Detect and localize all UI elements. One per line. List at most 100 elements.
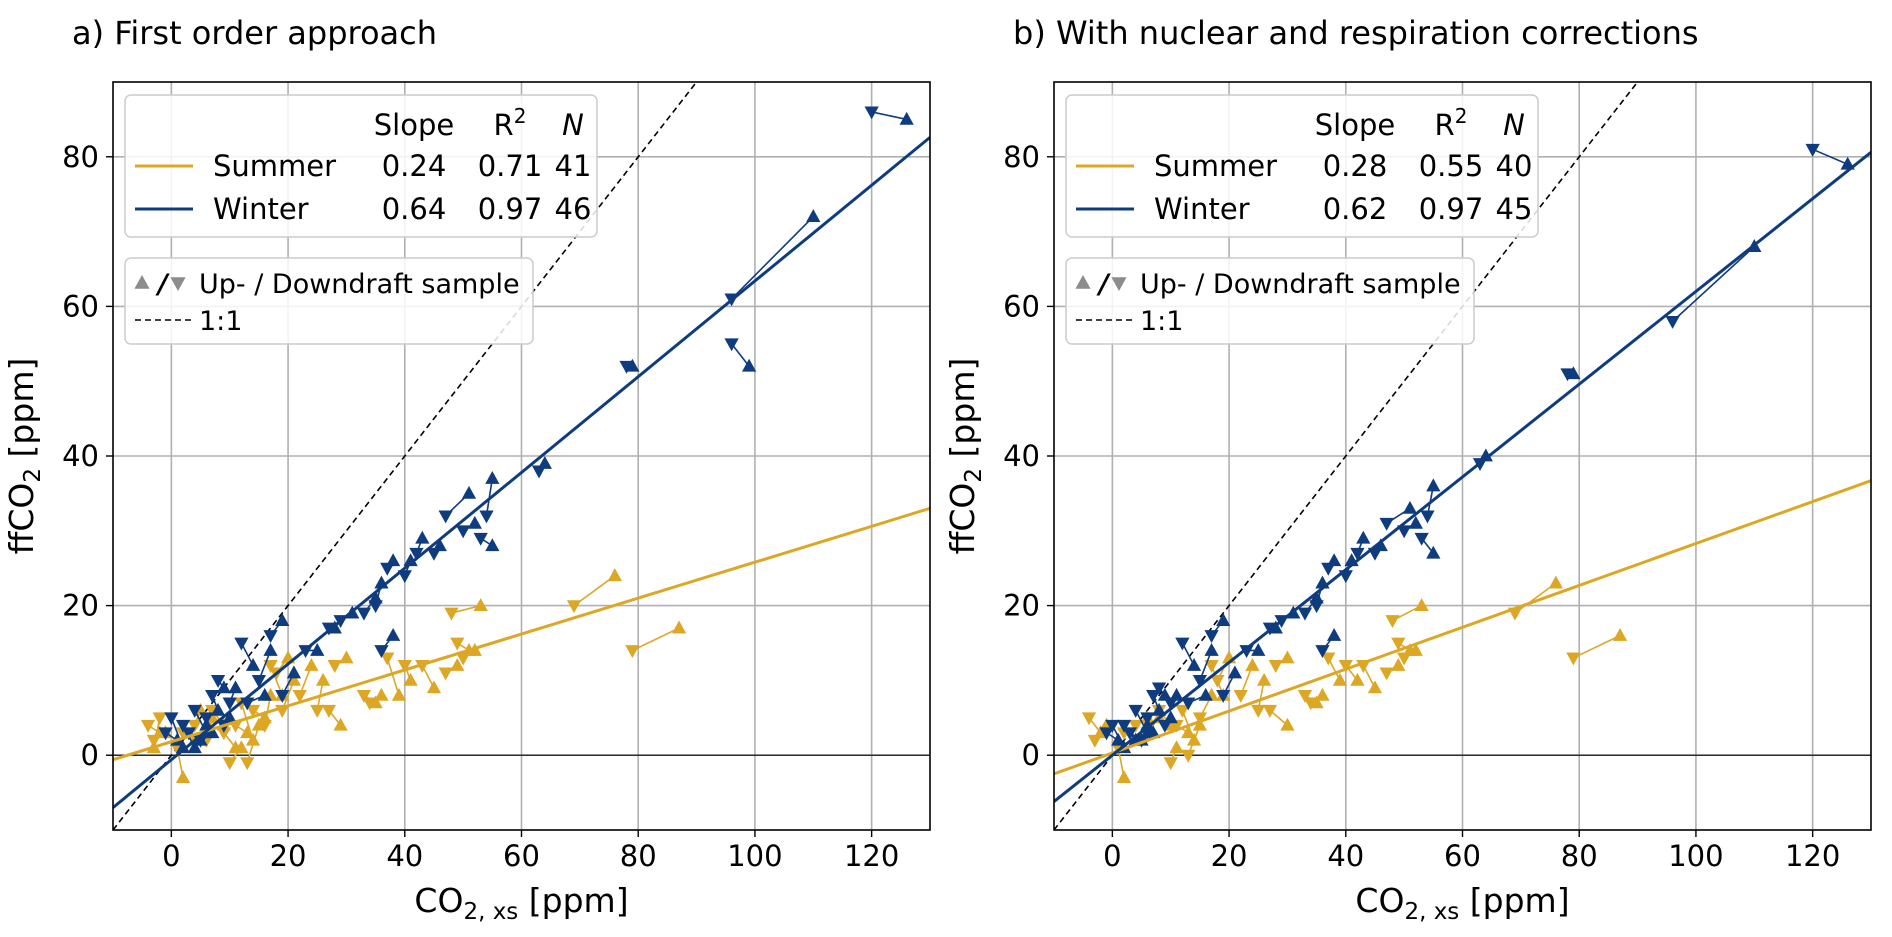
winter-updraft-point [216, 680, 232, 694]
summer-downdraft-point [1087, 734, 1102, 748]
winter-sample-pair [275, 665, 302, 703]
winter-sample-pair [864, 106, 914, 125]
summer-sample-pair [292, 657, 319, 703]
winter-updraft-point [1251, 642, 1266, 656]
summer-downdraft-point [140, 719, 156, 733]
legend-r2-winter: 0.97 [1419, 192, 1484, 226]
summer-downdraft-point [450, 637, 465, 651]
summer-downdraft-point [397, 660, 412, 673]
summer-downdraft-point [216, 727, 232, 741]
summer-downdraft-point [321, 704, 337, 718]
summer-sample-pair [1233, 657, 1260, 703]
winter-updraft-point [461, 485, 477, 499]
x-tick-label: 0 [162, 839, 180, 873]
winter-downdraft-point [1128, 704, 1143, 718]
summer-sample-pair [362, 687, 389, 711]
winter-updraft-point [1402, 500, 1418, 514]
summer-downdraft-point [438, 667, 453, 681]
x-tick-label: 80 [1561, 839, 1598, 873]
winter-downdraft-point [1175, 637, 1190, 651]
winter-updraft-point [275, 613, 290, 626]
legend-n-winter: 45 [1496, 192, 1533, 226]
winter-updraft-point [1408, 515, 1423, 529]
summer-pair-connector [386, 657, 400, 696]
winter-downdraft-point [205, 689, 220, 703]
winter-downdraft-point [1315, 645, 1330, 658]
winter-sample-pair [1163, 687, 1184, 711]
x-tick-label: 120 [844, 839, 899, 873]
y-tick-label: 40 [62, 439, 99, 473]
summer-downdraft-point [1321, 652, 1336, 666]
winter-updraft-point [485, 470, 500, 484]
winter-downdraft-point [181, 727, 196, 741]
x-tick-label: 20 [1211, 839, 1248, 873]
winter-downdraft-point [724, 338, 739, 352]
summer-downdraft-point [187, 719, 202, 733]
summer-downdraft-point [380, 652, 395, 666]
summer-sample-pair [444, 598, 488, 621]
winter-downdraft-point [1105, 719, 1120, 733]
legend-label-summer: Summer [1154, 149, 1277, 183]
winter-downdraft-point [473, 532, 488, 546]
winter-updraft-point [415, 530, 430, 544]
winter-sample-pair [1192, 642, 1219, 688]
y-tick-label: 80 [1003, 140, 1040, 174]
winter-updraft-point [245, 657, 261, 671]
summer-downdraft-point [1338, 660, 1353, 673]
summer-downdraft-point [1391, 637, 1406, 651]
winter-downdraft-point [158, 727, 173, 741]
chart-panel-b: b) With nuclear and respiration correcti… [943, 14, 1872, 925]
winter-downdraft-point [222, 697, 237, 711]
winter-downdraft-point [374, 645, 389, 658]
winter-downdraft-point [1192, 675, 1208, 688]
y-tick-label: 60 [1003, 289, 1040, 323]
chart-title: a) First order approach [72, 14, 437, 52]
summer-downdraft-point [1385, 615, 1400, 629]
summer-downdraft-point [566, 600, 582, 614]
legend-stats: Slope R2 N Summer 0.28 0.55 40 Winter 0.62 0.97 45 [1065, 94, 1539, 238]
winter-updraft-point [403, 553, 418, 567]
summer-sample-pair [1251, 672, 1272, 718]
summer-sample-pair [321, 704, 348, 731]
winter-downdraft-point [1665, 315, 1680, 329]
winter-sample-pair [1560, 366, 1581, 382]
summer-updraft-point [1169, 740, 1184, 754]
summer-downdraft-point [245, 704, 261, 718]
winter-downdraft-point [397, 570, 412, 584]
x-tick-label: 60 [1444, 839, 1481, 873]
summer-updraft-point [1280, 717, 1295, 731]
legend-label-summer: Summer [213, 149, 336, 183]
summer-pair-connector [1573, 634, 1621, 659]
summer-fit-line [113, 506, 930, 762]
summer-downdraft-point [152, 712, 167, 726]
summer-downdraft-point [1379, 667, 1394, 681]
winter-updraft-point [228, 680, 243, 694]
winter-downdraft-point [1297, 607, 1313, 621]
summer-updraft-point [1116, 770, 1132, 784]
summer-downdraft-point [1128, 719, 1143, 733]
legend-box [124, 257, 534, 345]
legend-markers: / Up- / Downdraft sample 1:1 [124, 257, 534, 345]
winter-pair-connector [871, 111, 907, 121]
legend-slope-winter: 0.62 [1323, 192, 1388, 226]
winter-downdraft-point [1204, 630, 1219, 644]
winter-downdraft-point [175, 719, 191, 733]
x-tick-label: 80 [620, 839, 657, 873]
winter-downdraft-point [1414, 532, 1429, 546]
legend-header-r2: R2 [494, 104, 527, 142]
winter-sample-pair [205, 689, 226, 716]
winter-downdraft-point [1151, 682, 1167, 696]
summer-downdraft-point [362, 697, 377, 711]
summer-downdraft-point [1192, 712, 1208, 726]
legend-sample-label: Up- / Downdraft sample [1140, 269, 1461, 300]
winter-sample-pair [397, 553, 418, 584]
summer-updraft-point [1245, 657, 1260, 671]
summer-downdraft-point [327, 660, 342, 673]
winter-downdraft-point [164, 712, 179, 726]
y-tick-label: 40 [1003, 439, 1040, 473]
legend-box [1065, 257, 1475, 345]
summer-updraft-point [1414, 598, 1429, 611]
winter-downdraft-point [1116, 719, 1132, 733]
summer-updraft-point [339, 650, 354, 664]
summer-downdraft-point [1303, 697, 1318, 711]
